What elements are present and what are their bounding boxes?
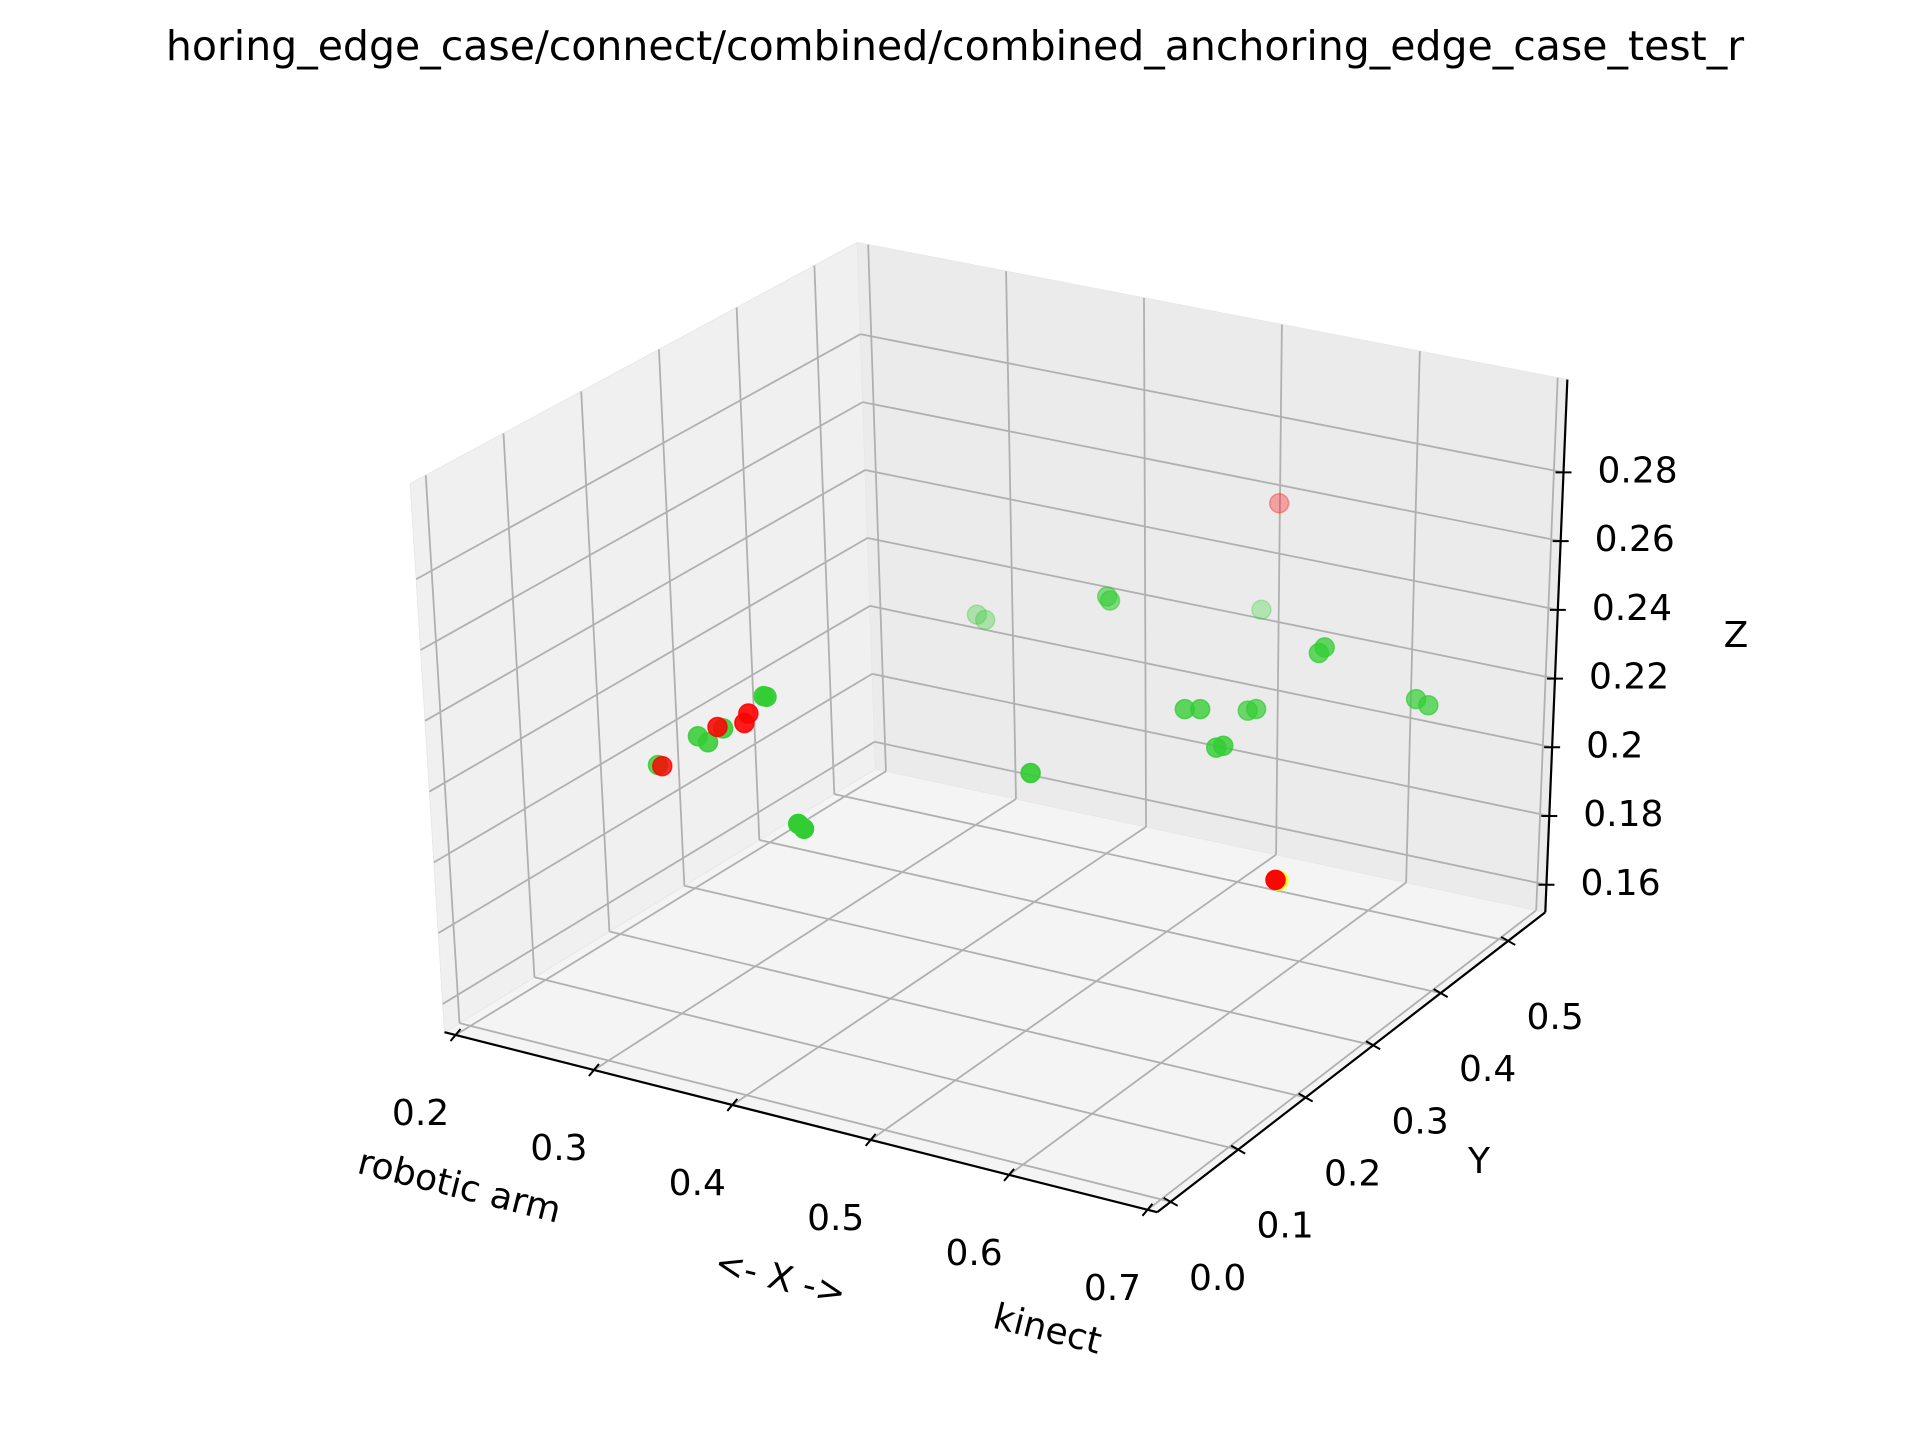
grid-line <box>874 740 1547 886</box>
grid-line <box>1535 377 1559 911</box>
z-tick-label: 0.18 <box>1583 794 1663 835</box>
point <box>707 716 728 738</box>
z-tick-label: 0.16 <box>1580 863 1660 904</box>
point <box>1314 637 1335 658</box>
grid-line <box>735 307 761 840</box>
point <box>756 686 777 708</box>
z-tick-label: 0.28 <box>1598 450 1678 491</box>
grid-line <box>862 401 1561 542</box>
point <box>793 818 815 839</box>
grid-line <box>502 433 536 978</box>
y-tick-label: 0.4 <box>1459 1049 1516 1090</box>
point <box>966 604 988 625</box>
grid-line <box>442 741 876 1005</box>
z-axis-label: Z <box>1724 615 1749 656</box>
point <box>1245 698 1267 720</box>
grid-line <box>684 884 1374 1047</box>
points <box>647 493 1439 891</box>
point <box>1268 493 1290 514</box>
grid-line <box>870 853 1277 1141</box>
grid-line <box>869 605 1553 749</box>
z-axis-line <box>1544 379 1569 913</box>
grid-line <box>1143 297 1147 827</box>
point <box>1251 599 1272 621</box>
grid-line <box>731 826 1147 1106</box>
grid-line <box>609 930 1306 1099</box>
grid-line <box>424 469 866 722</box>
point <box>738 703 759 724</box>
grid-line <box>428 537 868 793</box>
grid-line <box>813 265 836 795</box>
x-tick-label: 0.3 <box>530 1128 587 1169</box>
grid-line <box>834 793 1509 942</box>
y-tick-label: 0.5 <box>1527 997 1584 1038</box>
y-tick-label: 0.1 <box>1257 1206 1314 1247</box>
y-tick-label: 0.2 <box>1324 1153 1381 1194</box>
y-axis-label: Y <box>1467 1141 1491 1182</box>
grid-line <box>867 537 1556 680</box>
z-tick-label: 0.22 <box>1589 657 1669 698</box>
x-tick-label: 0.5 <box>807 1198 864 1239</box>
point <box>1213 735 1234 756</box>
y-tick-label: 0.0 <box>1189 1258 1246 1299</box>
chart-title: horing_edge_case/connect/combined/combin… <box>166 22 1744 70</box>
x-tick-label: 0.7 <box>1084 1268 1141 1309</box>
point <box>1020 762 1041 784</box>
grid-line <box>534 976 1239 1151</box>
grid-line <box>1275 324 1283 855</box>
grid <box>415 244 1564 1211</box>
grid-line <box>433 605 871 864</box>
x-axis-line <box>444 1031 1158 1214</box>
y-tick-label: 0.3 <box>1392 1101 1449 1142</box>
grid-line <box>455 770 887 1036</box>
grid-line <box>459 1022 1171 1203</box>
grid-line <box>864 469 1558 611</box>
point <box>697 731 719 753</box>
point <box>1418 694 1439 716</box>
y-axis-line <box>1156 911 1546 1214</box>
point <box>652 755 673 777</box>
grid-line <box>437 673 873 934</box>
grid-line <box>867 244 887 772</box>
x-tick-label: 0.2 <box>392 1093 449 1134</box>
z-tick-label: 0.24 <box>1592 588 1672 629</box>
x-tick-label: 0.6 <box>945 1233 1002 1274</box>
grid-line <box>593 798 1017 1071</box>
grid-line <box>759 839 1441 994</box>
axes: 0.20.30.40.50.60.7 0.00.10.20.30.40.50.16… <box>392 379 1678 1309</box>
grid-line <box>1146 909 1537 1211</box>
grid-line <box>424 475 461 1024</box>
z-tick-label: 0.2 <box>1586 725 1643 766</box>
grid-line <box>420 401 864 651</box>
point <box>974 609 996 631</box>
grid-line <box>860 333 1564 474</box>
point <box>1099 590 1121 611</box>
grid-line <box>580 391 611 932</box>
grid-line <box>1405 351 1421 883</box>
grid-line <box>1005 271 1017 800</box>
grid-line <box>658 349 686 886</box>
grid-line <box>415 333 861 581</box>
grid-line <box>1008 881 1407 1176</box>
point <box>1265 869 1286 891</box>
point <box>1189 698 1211 720</box>
x-tick-label: 0.4 <box>669 1163 726 1204</box>
x-axis-label: <- X -> <box>710 1242 850 1314</box>
z-tick-label: 0.26 <box>1595 519 1675 560</box>
